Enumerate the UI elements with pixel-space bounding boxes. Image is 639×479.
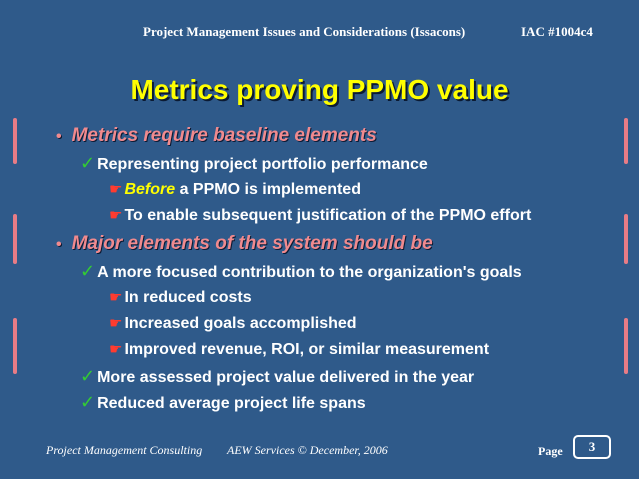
left-edge-accent xyxy=(13,214,17,264)
bullet-level3: ☛ To enable subsequent justification of t… xyxy=(109,206,531,225)
checkmark-icon: ✓ xyxy=(80,153,96,173)
pointing-hand-icon: ☛ xyxy=(109,315,123,332)
footer-company: Project Management Consulting xyxy=(46,443,203,457)
header-doc-id: IAC #1004c4 xyxy=(521,24,593,39)
page-number-badge: 3 xyxy=(573,435,611,459)
bullet-text: Metrics require baseline elements xyxy=(71,125,377,146)
bullet-text: Representing project portfolio performan… xyxy=(97,156,428,173)
checkmark-icon: ✓ xyxy=(80,392,96,412)
pointing-hand-icon: ☛ xyxy=(109,289,123,306)
pointing-hand-icon: ☛ xyxy=(109,181,123,198)
bullet-text: More assessed project value delivered in… xyxy=(97,369,475,386)
bullet-text: A more focused contribution to the organ… xyxy=(97,264,522,281)
bullet-text: In reduced costs xyxy=(124,289,252,306)
bullet-text: Increased goals accomplished xyxy=(124,315,357,332)
bullet-level2: ✓ A more focused contribution to the orga… xyxy=(80,261,522,282)
left-edge-accent xyxy=(13,118,17,164)
bullet-text: To enable subsequent justification of th… xyxy=(124,207,532,224)
slide-title: Metrics proving PPMO value xyxy=(130,74,509,105)
bullet-dot-icon: • xyxy=(56,236,62,253)
bullet-level2: ✓ Representing project portfolio performa… xyxy=(80,153,428,174)
checkmark-icon: ✓ xyxy=(80,366,96,386)
bullet-text: a PPMO is implemented xyxy=(175,181,361,198)
bullet-level2: ✓ Reduced average project life spans xyxy=(80,392,366,413)
right-edge-accent xyxy=(624,318,628,374)
bullet-level1: • Major elements of the system should be xyxy=(56,233,433,255)
bullet-level2: ✓ More assessed project value delivered i… xyxy=(80,366,474,387)
footer-copyright: AEW Services © December, 2006 xyxy=(227,443,388,457)
bullet-level3: ☛ In reduced costs xyxy=(109,288,252,307)
bullet-text: Improved revenue, ROI, or similar measur… xyxy=(124,341,490,358)
header-course-title: Project Management Issues and Considerat… xyxy=(143,24,466,39)
highlight-text: Before xyxy=(124,181,176,198)
right-edge-accent xyxy=(624,214,628,264)
pointing-hand-icon: ☛ xyxy=(109,341,123,358)
bullet-text: Major elements of the system should be xyxy=(71,233,433,254)
page-label: Page xyxy=(538,444,563,458)
bullet-level3: ☛ Increased goals accomplished xyxy=(109,314,357,333)
bullet-level3: ☛ Improved revenue, ROI, or similar measu… xyxy=(109,340,489,359)
right-edge-accent xyxy=(624,118,628,164)
pointing-hand-icon: ☛ xyxy=(109,207,123,224)
bullet-text: Reduced average project life spans xyxy=(97,395,366,412)
bullet-level1: • Metrics require baseline elements xyxy=(56,125,377,147)
checkmark-icon: ✓ xyxy=(80,261,96,281)
bullet-dot-icon: • xyxy=(56,128,62,145)
left-edge-accent xyxy=(13,318,17,374)
bullet-level3: ☛ Before a PPMO is implemented xyxy=(109,180,361,199)
